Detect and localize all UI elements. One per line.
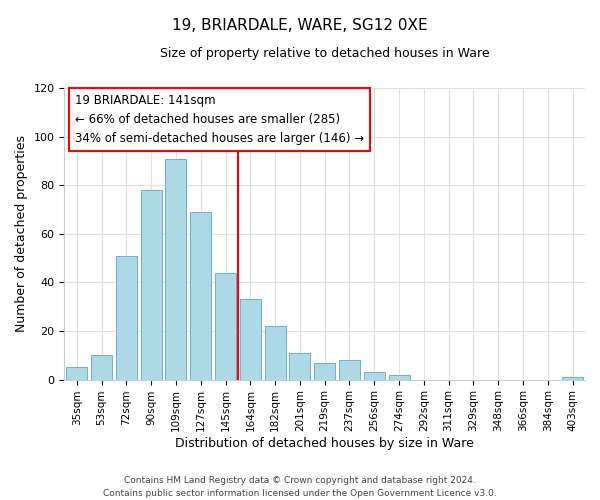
Bar bbox=[339, 360, 360, 380]
Bar bbox=[66, 368, 88, 380]
X-axis label: Distribution of detached houses by size in Ware: Distribution of detached houses by size … bbox=[175, 437, 474, 450]
Bar bbox=[265, 326, 286, 380]
Bar bbox=[289, 353, 310, 380]
Bar bbox=[91, 356, 112, 380]
Bar bbox=[389, 374, 410, 380]
Bar bbox=[240, 300, 261, 380]
Bar bbox=[140, 190, 162, 380]
Bar bbox=[190, 212, 211, 380]
Bar bbox=[116, 256, 137, 380]
Bar bbox=[562, 377, 583, 380]
Bar bbox=[364, 372, 385, 380]
Bar bbox=[314, 362, 335, 380]
Title: Size of property relative to detached houses in Ware: Size of property relative to detached ho… bbox=[160, 48, 490, 60]
Text: Contains HM Land Registry data © Crown copyright and database right 2024.
Contai: Contains HM Land Registry data © Crown c… bbox=[103, 476, 497, 498]
Y-axis label: Number of detached properties: Number of detached properties bbox=[15, 136, 28, 332]
Text: 19, BRIARDALE, WARE, SG12 0XE: 19, BRIARDALE, WARE, SG12 0XE bbox=[172, 18, 428, 32]
Bar bbox=[166, 158, 187, 380]
Bar bbox=[215, 272, 236, 380]
Text: 19 BRIARDALE: 141sqm
← 66% of detached houses are smaller (285)
34% of semi-deta: 19 BRIARDALE: 141sqm ← 66% of detached h… bbox=[75, 94, 364, 145]
